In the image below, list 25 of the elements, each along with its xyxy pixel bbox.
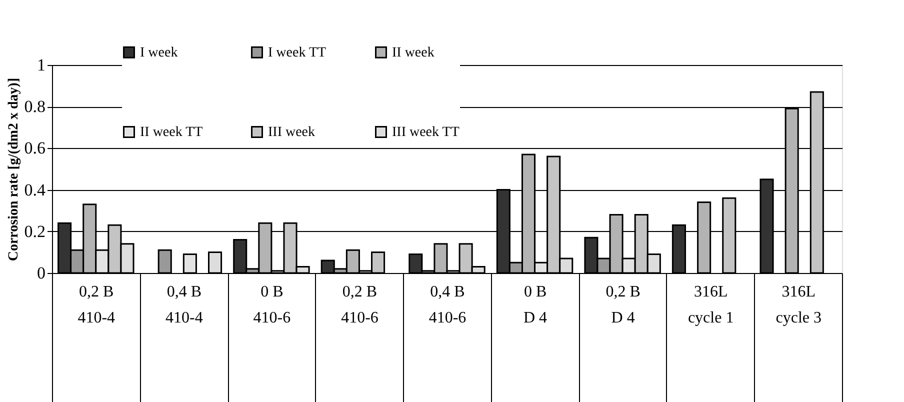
legend-label: II week [392, 45, 434, 60]
bar [182, 254, 197, 274]
x-tick-label: 316L cycle 3 [776, 284, 822, 326]
y-tick-label: 0 [37, 264, 46, 282]
x-tick-label: 0,2 B 410-6 [341, 284, 378, 326]
x-tick-label: 0,4 B 410-4 [166, 284, 203, 326]
x-tick-label: 0 B D 4 [523, 284, 548, 326]
bar [158, 249, 172, 274]
y-tick-label: 0.8 [24, 97, 46, 116]
y-tick-label: 1 [37, 56, 46, 74]
legend-label: I week [140, 45, 178, 60]
legend-label: III week TT [392, 125, 460, 140]
x-tick-label: 0,4 B 410-6 [428, 284, 466, 326]
x-tick-label: 316L cycle 1 [688, 284, 734, 326]
y-axis-title: Corrosion rate [g/(dm2 x day)] [6, 78, 22, 262]
x-tick-label: 0,2 B 410-4 [78, 284, 116, 326]
legend-label: I week TT [268, 45, 326, 60]
legend-label: II week TT [140, 125, 204, 140]
legend-label: III week [268, 125, 316, 140]
y-tick-label: 0.4 [24, 180, 46, 200]
y-tick-label: 0.6 [24, 138, 46, 158]
x-tick-label: 0 B 410-6 [253, 284, 291, 326]
bar [208, 251, 222, 274]
y-tick-label: 0.2 [24, 222, 46, 241]
x-tick-label: 0,2 B D 4 [606, 284, 640, 326]
